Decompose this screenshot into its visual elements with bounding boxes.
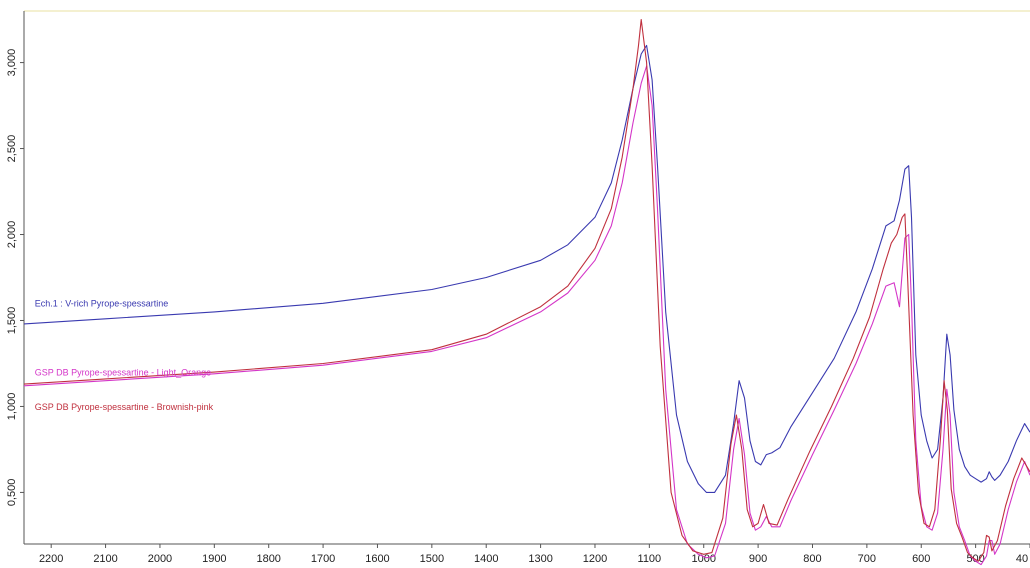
x-tick-label: 1500: [420, 553, 444, 565]
series-labels: Ech.1 : V-rich Pyrope-spessartine GSP DB …: [35, 299, 214, 412]
x-tick-label: 40: [1016, 553, 1028, 565]
y-axis-ticks: 0,500 1,000 1,500 2,000 2,500 3,000: [6, 49, 24, 506]
x-tick-label: 600: [912, 553, 930, 565]
x-tick-label: 1800: [256, 553, 280, 565]
x-tick-label: 700: [858, 553, 876, 565]
y-tick-label: 1,000: [6, 393, 18, 421]
y-tick-label: 2,000: [6, 221, 18, 249]
series-label-3: GSP DB Pyrope-spessartine - Brownish-pin…: [35, 402, 214, 412]
x-tick-label: 2000: [148, 553, 172, 565]
x-tick-label: 1300: [528, 553, 552, 565]
x-tick-label: 800: [803, 553, 821, 565]
x-tick-label: 2200: [39, 553, 63, 565]
series-label-1: Ech.1 : V-rich Pyrope-spessartine: [35, 299, 169, 309]
y-tick-label: 1,500: [6, 307, 18, 335]
x-tick-label: 1900: [202, 553, 226, 565]
x-tick-label: 1600: [365, 553, 389, 565]
y-tick-label: 3,000: [6, 49, 18, 77]
series-line-1: [23, 44, 1030, 493]
series-line-2: [23, 65, 1030, 566]
x-tick-label: 1400: [474, 553, 498, 565]
x-tick-label: 1100: [638, 553, 662, 565]
x-tick-label: 900: [749, 553, 767, 565]
series-line-3: [23, 19, 1030, 562]
y-tick-label: 0,500: [6, 479, 18, 507]
x-tick-label: 1700: [311, 553, 335, 565]
y-tick-label: 2,500: [6, 135, 18, 163]
x-axis-ticks: 2200 2100 2000 1900 1800 1700 1600 1500 1400 1300…: [39, 544, 1030, 565]
x-tick-label: 2100: [93, 553, 117, 565]
spectrum-series: [23, 19, 1030, 566]
x-tick-label: 1000: [691, 553, 715, 565]
series-label-2: GSP DB Pyrope-spessartine - Light_Orange: [35, 368, 211, 378]
x-tick-label: 1200: [583, 553, 607, 565]
